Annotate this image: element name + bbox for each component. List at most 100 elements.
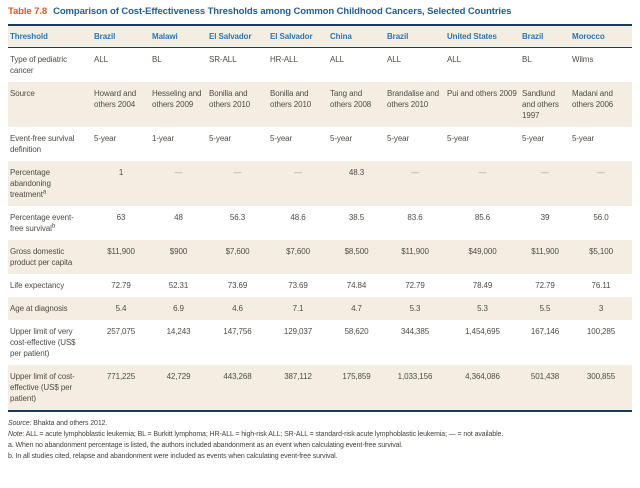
table-cell: BL (522, 55, 532, 64)
table-cell: 5-year (447, 134, 470, 143)
table-cell: 1,033,156 (385, 365, 445, 411)
table-cell: 83.6 (407, 213, 423, 222)
table-cell: 73.69 (227, 281, 248, 290)
table-cell: 78.49 (472, 281, 493, 290)
row-label-percentage-event-free-survival: Percentage event-free survivalb (10, 213, 74, 233)
table-cell: 48 (174, 213, 183, 222)
table-cell: Bonilla and others 2010 (268, 82, 328, 127)
table-row-life-expectancy: Life expectancy 72.79 52.31 73.69 73.69 74.84… (8, 274, 632, 297)
column-header-brazil-3: Brazil (520, 25, 570, 48)
table-cell: 56.3 (229, 213, 246, 222)
note-label: Note: (8, 431, 25, 438)
column-header-el-salvador-1: El Salvador (207, 25, 268, 48)
table-cell: 1,454,695 (465, 327, 500, 336)
note-text: ALL = acute lymphoblastic leukemia; BL =… (24, 431, 504, 438)
table-cell: Madani and others 2006 (570, 82, 632, 127)
row-label-gdp-per-capita: Gross domestic product per capita (8, 240, 92, 274)
table-cell: 443,268 (207, 365, 268, 411)
table-cell: ALL (330, 55, 344, 64)
table-cell: 5-year (572, 134, 595, 143)
table-cell: 501,438 (520, 365, 570, 411)
table-cell: 387,112 (268, 365, 328, 411)
table-cell: — (520, 161, 570, 206)
row-label-age-at-diagnosis: Age at diagnosis (8, 297, 92, 320)
table-cell: $7,600 (268, 240, 328, 274)
table-cell: 73.69 (288, 281, 308, 290)
table-cell: Wilms (572, 55, 594, 64)
table-cell: 5-year (270, 134, 293, 143)
table-cell: 76.11 (591, 281, 611, 290)
table-cell: 74.84 (346, 281, 367, 290)
table-cell: 6.9 (150, 297, 207, 320)
table-cell: 4,364,086 (445, 365, 520, 411)
footnote-marker-b: b (51, 223, 56, 230)
table-cell: Sandlund and others 1997 (520, 82, 570, 127)
table-cell: 129,037 (283, 327, 313, 336)
footnote-b: b. In all studies cited, relapse and aba… (8, 453, 338, 460)
table-cell: $11,900 (520, 240, 570, 274)
table-cell: $11,900 (92, 240, 150, 274)
table-cell: Pui and others 2009 (445, 82, 520, 127)
table-cell: 4.7 (328, 297, 385, 320)
column-header-brazil-1: Brazil (92, 25, 150, 48)
table-cell: 58,620 (344, 327, 369, 336)
column-header-united-states: United States (445, 25, 520, 48)
table-cell: 42,729 (150, 365, 207, 411)
table-cell: 38.5 (348, 213, 365, 222)
table-cell: HR-ALL (270, 55, 298, 64)
table-cell: 52.31 (168, 281, 189, 290)
table-cell: 100,285 (586, 327, 616, 336)
table-cell: — (207, 161, 268, 206)
row-label-source: Source (8, 82, 92, 127)
row-label-life-expectancy: Life expectancy (10, 281, 65, 290)
table-cell: Bonilla and others 2010 (207, 82, 268, 127)
table-cell: Hesseling and others 2009 (150, 82, 207, 127)
table-cell: — (570, 161, 632, 206)
table-cell: BL (152, 55, 162, 64)
table-cell: 5.4 (92, 297, 150, 320)
table-cell: 85.6 (474, 213, 491, 222)
table-cell: 5.3 (385, 297, 445, 320)
table-cell: 48.6 (290, 213, 306, 222)
table-cell: Howard and others 2004 (92, 82, 150, 127)
table-cell: 1-year (152, 134, 175, 143)
table-cell: 5.5 (520, 297, 570, 320)
table-cell: 5-year (209, 134, 232, 143)
table-row-type-of-pediatric-cancer: Type of pediatric cancer ALL BL SR-ALL HR-AL… (8, 48, 632, 83)
table-cell: 257,075 (106, 327, 136, 336)
footnotes: Source: Bhakta and others 2012. Note: AL… (8, 418, 632, 462)
table-cell: 56.0 (593, 213, 609, 222)
column-header-el-salvador-2: El Salvador (268, 25, 328, 48)
table-cell: — (385, 161, 445, 206)
column-header-china: China (328, 25, 385, 48)
table-cell: 4.6 (207, 297, 268, 320)
table-cell: 72.79 (405, 281, 425, 290)
table-cell: 5-year (94, 134, 117, 143)
table-cell: Brandalise and others 2010 (385, 82, 445, 127)
table-cell: 5.3 (445, 297, 520, 320)
table-cell: $11,900 (385, 240, 445, 274)
table-cell: $5,100 (570, 240, 632, 274)
table-cell: 72.79 (535, 281, 555, 290)
table-cell: — (268, 161, 328, 206)
source-note: Source: Bhakta and others 2012. (8, 418, 632, 429)
row-label-upper-limit-cost-effective: Upper limit of cost-effective (US$ per p… (8, 365, 92, 411)
table-row-percentage-event-free-survival: Percentage event-free survivalb 63 48 56.3 4… (8, 206, 632, 240)
table-cell: $7,600 (207, 240, 268, 274)
column-header-malawi: Malawi (150, 25, 207, 48)
row-label-event-free-survival-definition: Event-free survival definition (10, 134, 75, 154)
table-cell: 39 (540, 213, 550, 222)
table-cell: $49,000 (445, 240, 520, 274)
table-body: Type of pediatric cancer ALL BL SR-ALL HR-AL… (8, 48, 632, 411)
table-cell: 344,385 (400, 327, 430, 336)
source-text: Bhakta and others 2012. (31, 420, 108, 427)
row-label-type-of-pediatric-cancer: Type of pediatric cancer (10, 55, 67, 75)
note-line: Note: ALL = acute lymphoblastic leukemia… (8, 429, 632, 440)
row-label-upper-limit-very-cost-effective: Upper limit of very cost-effective (US$ … (10, 327, 76, 358)
header-row: Threshold Brazil Malawi El Salvador El S… (8, 25, 632, 48)
table-cell: Tang and others 2008 (328, 82, 385, 127)
table-cell: 3 (570, 297, 632, 320)
table-cell: 167,146 (530, 327, 560, 336)
table-row-source: Source Howard and others 2004 Hesseling an… (8, 82, 632, 127)
table-cell: $8,500 (328, 240, 385, 274)
